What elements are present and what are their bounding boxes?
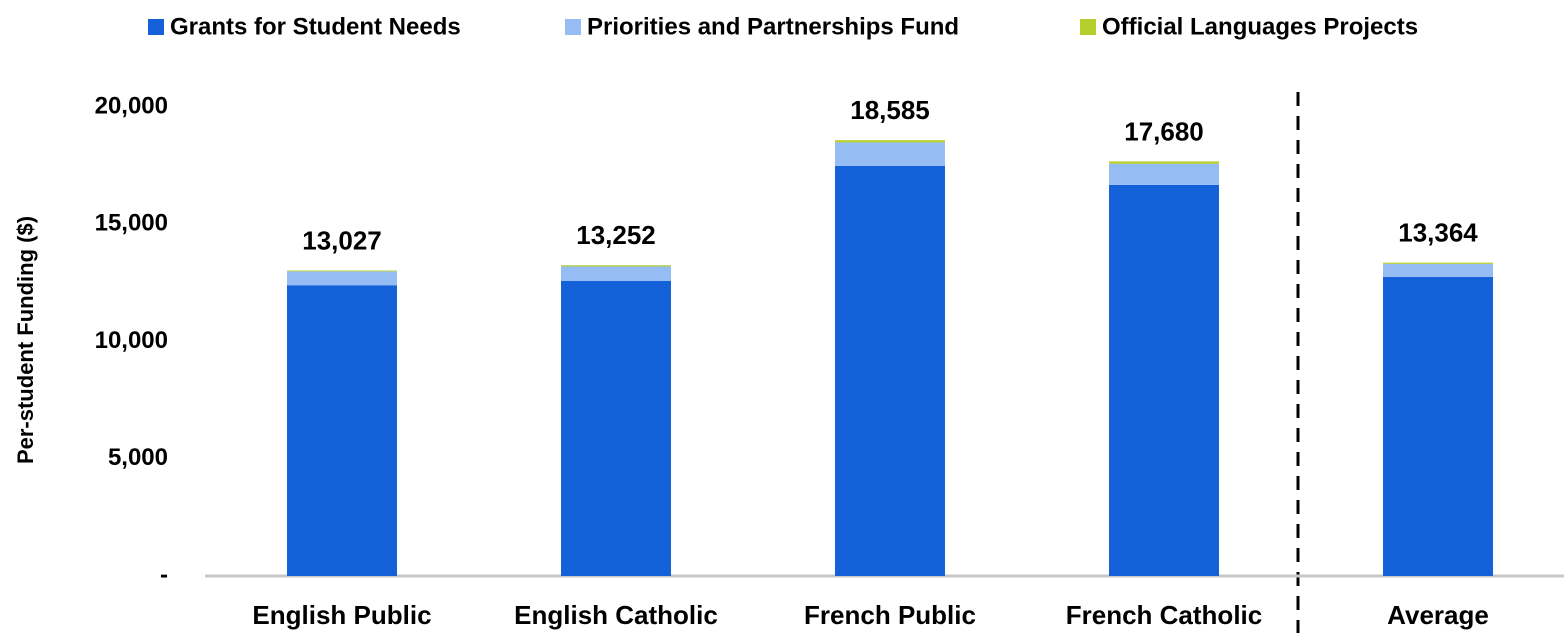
y-tick-label: - [160,561,168,588]
total-label: 13,252 [576,220,656,250]
total-label: 17,680 [1124,116,1204,146]
bar-segment [287,285,397,576]
y-tick-label: 5,000 [108,444,168,471]
bar-segment [1109,184,1219,576]
x-tick-label: French Public [804,600,976,630]
bar-segment [1383,262,1493,264]
bar-segment [835,165,945,576]
bar-segment [835,142,945,166]
bar-segment [1109,163,1219,185]
legend-label: Grants for Student Needs [170,13,461,40]
total-label: 13,364 [1398,217,1478,247]
y-axis-label: Per-student Funding ($) [13,216,38,464]
legend-swatch [148,19,164,35]
legend-swatch [565,19,581,35]
bar-segment [835,140,945,143]
legend-swatch [1080,19,1096,35]
bar-segment [1383,263,1493,278]
bar-segment [561,265,671,267]
bar-segment [561,280,671,576]
legend-label: Official Languages Projects [1102,13,1418,40]
total-label: 13,027 [302,225,382,255]
y-tick-label: 10,000 [95,327,168,354]
x-tick-label: English Public [252,600,431,630]
x-tick-label: English Catholic [514,600,718,630]
bar-segment [1109,161,1219,164]
bar-segment [287,270,397,272]
y-tick-label: 20,000 [95,92,168,119]
x-tick-label: Average [1387,600,1489,630]
total-label: 18,585 [850,95,930,125]
bar-segment [1383,277,1493,576]
bar-segment [561,266,671,281]
bar-segment [287,271,397,286]
legend-label: Priorities and Partnerships Fund [587,13,959,40]
y-tick-label: 15,000 [95,210,168,237]
x-tick-label: French Catholic [1066,600,1262,630]
